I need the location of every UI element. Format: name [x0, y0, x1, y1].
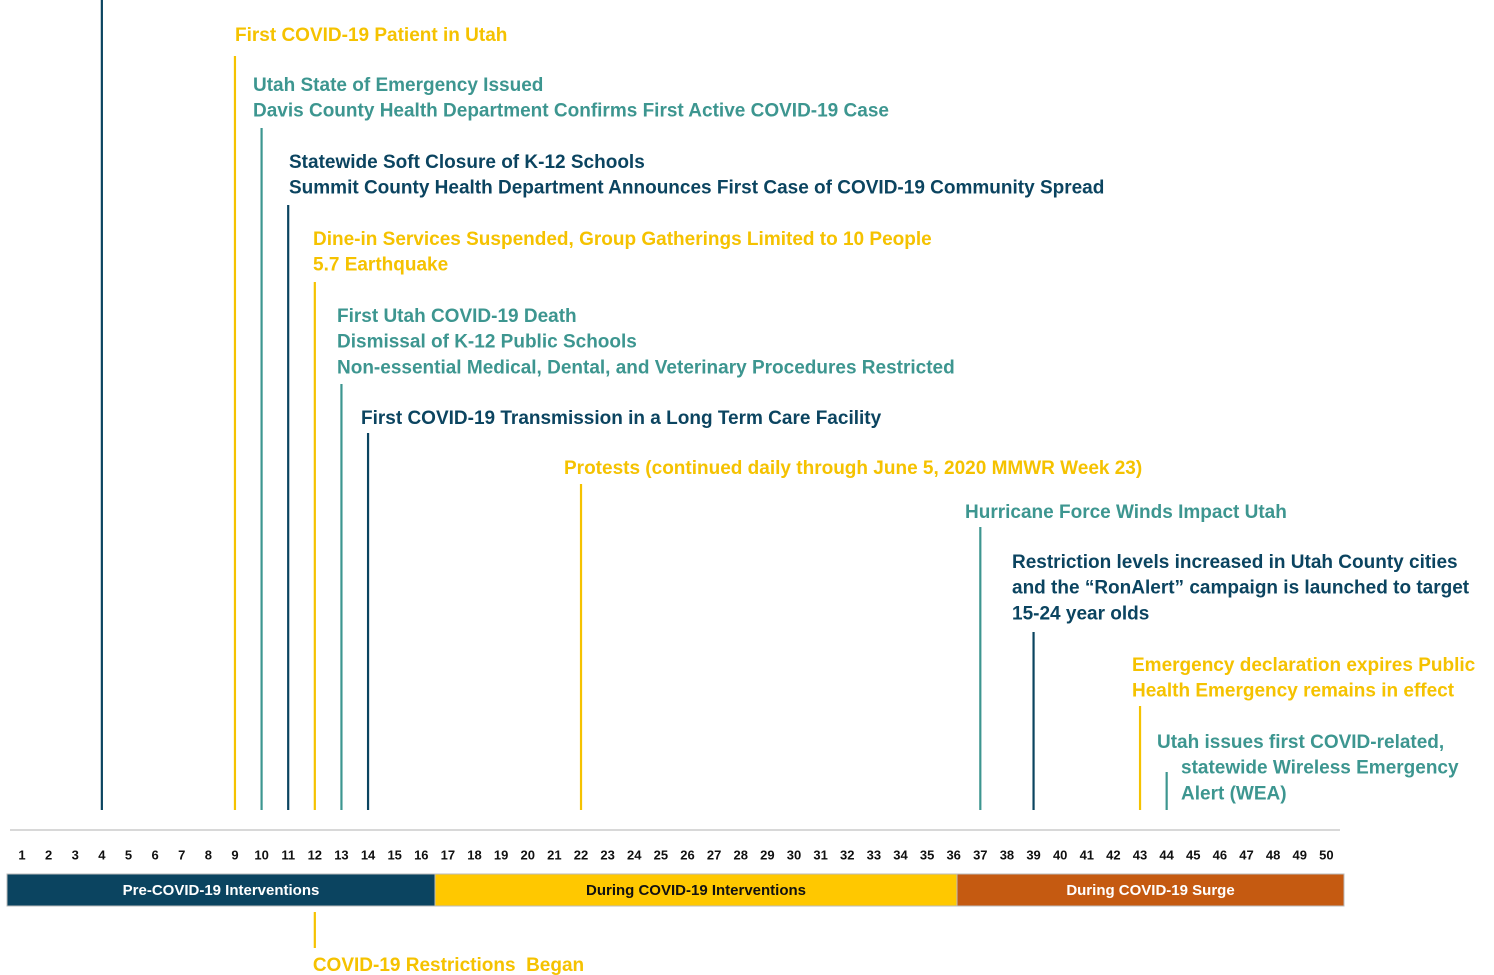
week-label: 6: [151, 847, 158, 862]
week-label: 9: [231, 847, 238, 862]
event-label: Utah issues first COVID-related,: [1157, 732, 1444, 753]
week-label: 5: [125, 847, 132, 862]
event-label: Utah State of Emergency Issued: [253, 75, 543, 96]
week-label: 23: [600, 847, 614, 862]
week-label: 22: [574, 847, 588, 862]
event-label: Non-essential Medical, Dental, and Veter…: [337, 357, 955, 378]
event-label: Emergency declaration expires Public: [1132, 655, 1476, 676]
week-label: 28: [734, 847, 748, 862]
week-label: 44: [1159, 847, 1174, 862]
event-label: Summit County Health Department Announce…: [289, 178, 1104, 199]
week-label: 19: [494, 847, 508, 862]
phase-label: During COVID-19 Interventions: [586, 882, 806, 899]
week-label: 15: [387, 847, 401, 862]
week-label: 47: [1239, 847, 1253, 862]
week-label: 10: [254, 847, 268, 862]
event-label: Hurricane Force Winds Impact Utah: [965, 502, 1287, 523]
week-label: 36: [946, 847, 960, 862]
week-label: 33: [867, 847, 881, 862]
event-label: Alert (WEA): [1181, 783, 1287, 804]
event-label: Protests (continued daily through June 5…: [564, 458, 1142, 479]
week-label: 18: [467, 847, 481, 862]
event-label: First COVID-19 Patient in Utah: [235, 25, 507, 46]
event-label: statewide Wireless Emergency: [1181, 758, 1459, 779]
week-label: 8: [205, 847, 212, 862]
week-label: 12: [308, 847, 322, 862]
event-label: Davis County Health Department Confirms …: [253, 101, 889, 122]
event-label: COVID-19 Restrictions Began: [313, 955, 584, 975]
week-label: 11: [281, 847, 295, 862]
week-label: 26: [680, 847, 694, 862]
week-label: 50: [1319, 847, 1333, 862]
phase-label: Pre-COVID-19 Interventions: [123, 882, 320, 899]
week-label: 42: [1106, 847, 1120, 862]
week-label: 48: [1266, 847, 1280, 862]
week-label: 25: [654, 847, 668, 862]
event-label: Restriction levels increased in Utah Cou…: [1012, 552, 1458, 573]
event-label: and the “RonAlert” campaign is launched …: [1012, 578, 1470, 599]
week-label: 16: [414, 847, 428, 862]
event-label: 15-24 year olds: [1012, 603, 1149, 624]
week-label: 1: [18, 847, 25, 862]
week-label: 39: [1026, 847, 1040, 862]
event-label: Dine-in Services Suspended, Group Gather…: [313, 229, 932, 250]
phase-bar: [956, 873, 1345, 907]
phase-bar: [434, 873, 958, 907]
week-label: 29: [760, 847, 774, 862]
event-label: First Utah COVID-19 Death: [337, 306, 577, 327]
event-label: Dismissal of K-12 Public Schools: [337, 332, 637, 353]
week-label: 34: [893, 847, 908, 862]
week-label: 41: [1080, 847, 1094, 862]
week-label: 35: [920, 847, 934, 862]
week-label: 38: [1000, 847, 1014, 862]
week-label: 24: [627, 847, 642, 862]
week-label: 30: [787, 847, 801, 862]
week-label: 20: [521, 847, 535, 862]
week-label: 13: [334, 847, 348, 862]
week-label: 45: [1186, 847, 1200, 862]
event-label: First COVID-19 Transmission in a Long Te…: [361, 408, 882, 429]
week-label: 46: [1213, 847, 1227, 862]
phase-label: During COVID-19 Surge: [1066, 882, 1234, 899]
week-label: 27: [707, 847, 721, 862]
week-label: 7: [178, 847, 185, 862]
week-label: 37: [973, 847, 987, 862]
week-label: 31: [813, 847, 827, 862]
week-label: 49: [1293, 847, 1307, 862]
week-label: 43: [1133, 847, 1147, 862]
week-label: 2: [45, 847, 52, 862]
week-label: 14: [361, 847, 376, 862]
week-label: 3: [72, 847, 79, 862]
event-label: Statewide Soft Closure of K-12 Schools: [289, 152, 645, 173]
week-label: 32: [840, 847, 854, 862]
event-label: Health Emergency remains in effect: [1132, 681, 1455, 702]
week-label: 4: [98, 847, 106, 862]
week-label: 21: [547, 847, 561, 862]
week-label: 40: [1053, 847, 1067, 862]
week-label: 17: [441, 847, 455, 862]
event-label: 5.7 Earthquake: [313, 255, 448, 276]
